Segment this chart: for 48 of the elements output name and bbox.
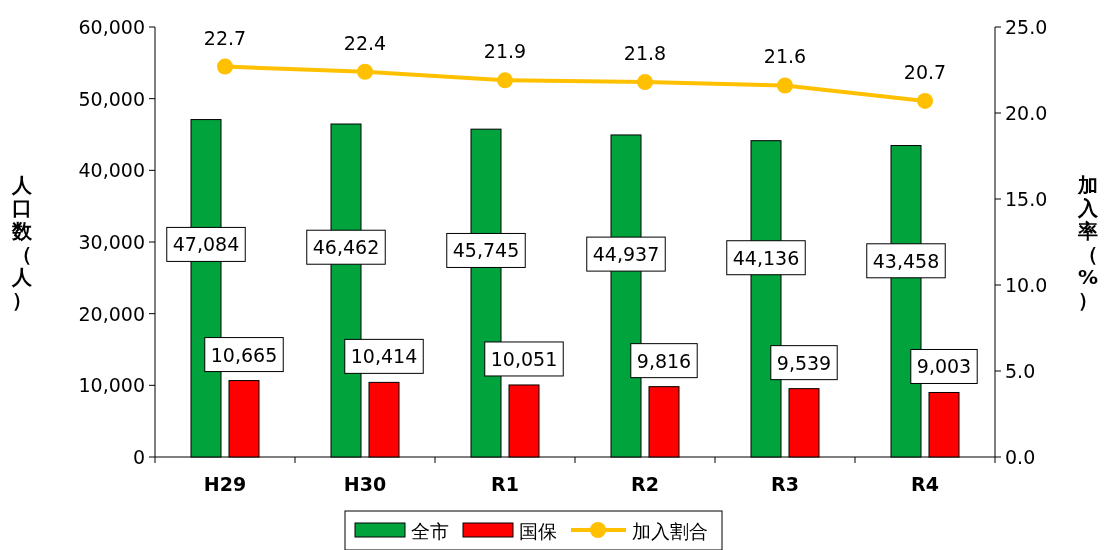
point: [497, 72, 513, 89]
legend-label: 国保: [519, 520, 557, 542]
y2-tick-label: 25.0: [1005, 16, 1048, 38]
legend-label: 加入割合: [632, 520, 708, 542]
data-label: 22.4: [343, 31, 387, 54]
y-tick-label: 30,000: [78, 231, 145, 253]
point: [217, 58, 233, 75]
x-tick-label: R3: [771, 473, 799, 495]
data-label: 44,937: [592, 243, 660, 266]
y2-tick-label: 15.0: [1005, 188, 1048, 210]
data-label: 10,414: [350, 345, 418, 368]
data-label: 10,665: [210, 343, 278, 366]
point: [777, 77, 793, 94]
data-label: 22.7: [203, 26, 247, 49]
data-label: 10,051: [490, 347, 558, 370]
y-tick-label: 10,000: [78, 374, 145, 397]
y-tick-label: 20,000: [78, 302, 145, 325]
data-label: 43,458: [872, 249, 940, 272]
data-label: 21.6: [763, 45, 807, 68]
y2-axis-title: 加入率（%）: [1077, 172, 1099, 312]
x-tick-label: H29: [203, 473, 247, 495]
y-tick-label: 60,000: [78, 16, 145, 38]
y2-tick-label: 20.0: [1005, 102, 1048, 124]
data-label: 9,539: [776, 351, 832, 374]
point: [917, 92, 933, 109]
data-label: 9,003: [916, 355, 972, 378]
data-label: 47,084: [172, 233, 240, 256]
data-label: 9,816: [636, 349, 692, 372]
x-tick-label: H30: [343, 473, 387, 495]
data-label: 20.7: [903, 60, 947, 83]
x-tick-label: R1: [491, 473, 519, 495]
x-tick-label: R4: [911, 473, 939, 495]
data-label: 45,745: [452, 239, 520, 262]
y-tick-label: 0: [132, 446, 145, 468]
data-label: 21.9: [483, 40, 527, 63]
y2-tick-label: 0.0: [1005, 446, 1036, 468]
y-tick-label: 50,000: [78, 87, 145, 110]
legend-label: 全市: [411, 520, 449, 542]
y2-tick-label: 10.0: [1005, 274, 1048, 296]
point: [357, 63, 373, 80]
y2-tick-label: 5.0: [1005, 360, 1036, 382]
x-tick-label: R2: [631, 473, 659, 495]
data-label: 21.8: [623, 42, 667, 65]
data-label: 46,462: [312, 236, 380, 259]
point: [637, 74, 653, 91]
data-label: 44,136: [732, 246, 800, 269]
y-axis-title: 人口数（人）: [11, 172, 33, 312]
y-tick-label: 40,000: [78, 159, 145, 182]
